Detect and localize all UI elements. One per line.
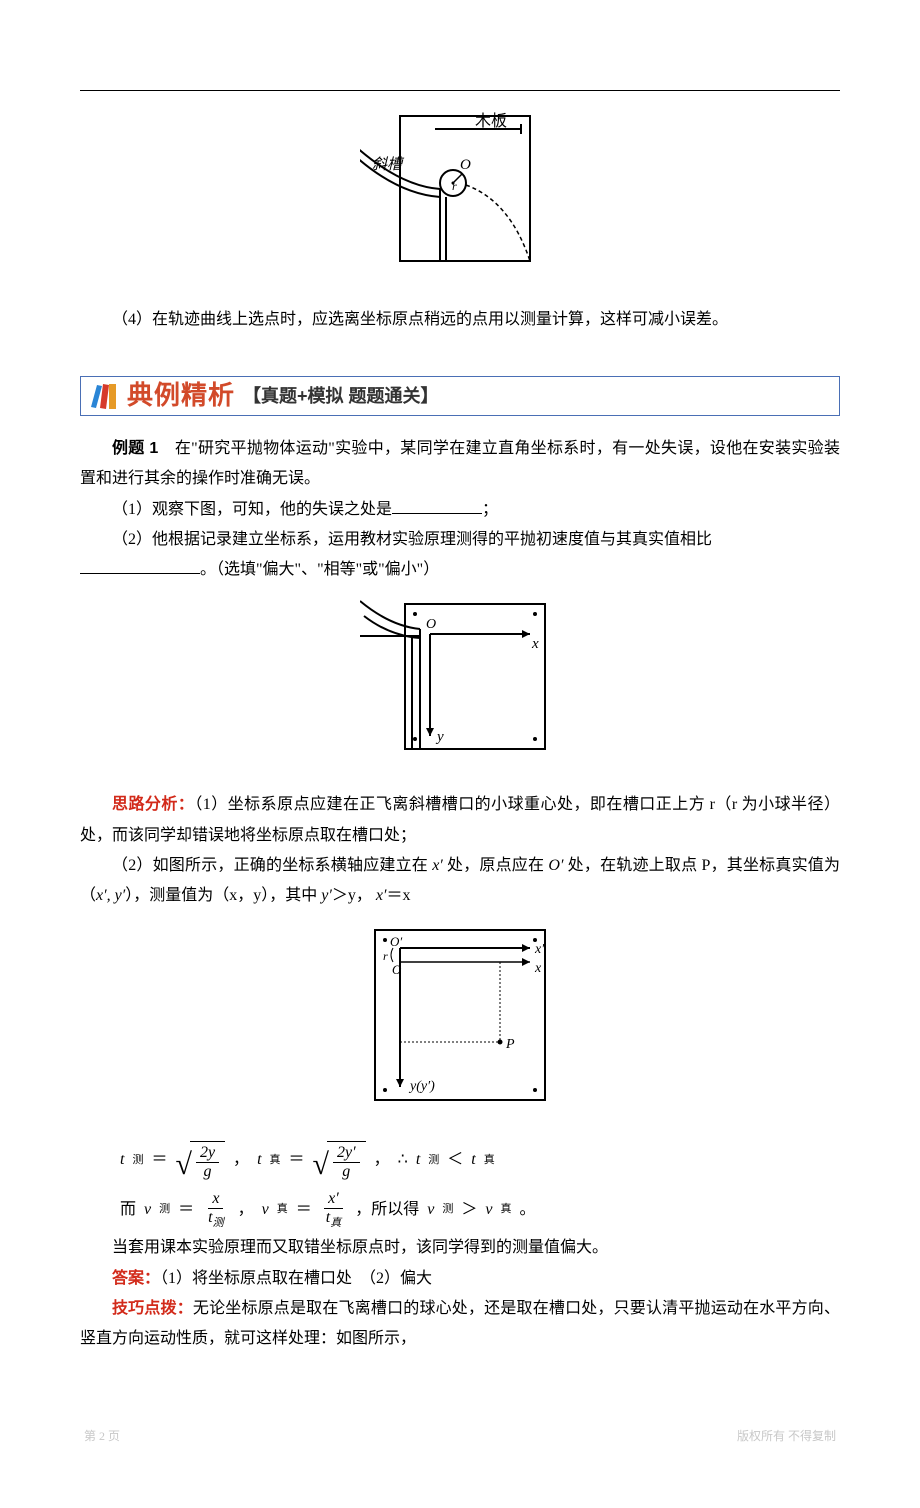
sub-meas-1: 测 (132, 1150, 143, 1171)
vsub2: 真 (277, 1199, 288, 1220)
therefore: ∴ (398, 1145, 408, 1175)
tip-text: 无论坐标原点是取在飞离槽口的球心处，还是取在槽口处，只要认清平抛运动在水平方向、… (80, 1300, 840, 1347)
sub-meas-2: 测 (428, 1150, 439, 1171)
comma3: ， (238, 1195, 254, 1225)
v4: v (485, 1195, 492, 1225)
tip-label: 技巧点拨： (112, 1300, 193, 1317)
comma2: ， (374, 1145, 390, 1175)
v1: v (144, 1195, 151, 1225)
comma1: ， (233, 1145, 249, 1175)
xy-prime: x′, y′ (96, 887, 125, 904)
answer-line: 答案：（1）将坐标原点取在槽口处 （2）偏大 (80, 1264, 840, 1294)
label-Oprime: O′ (390, 934, 402, 949)
ap2e: ＞y， (332, 887, 376, 904)
label-y: y (435, 729, 444, 745)
vsub3: 测 (442, 1199, 453, 1220)
answer-label: 答案： (112, 1270, 160, 1287)
label-P: P (505, 1037, 515, 1052)
analysis-p2: （2）如图所示，正确的坐标系横轴应建立在 x′ 处，原点应在 O′ 处，在轨迹上… (80, 851, 840, 912)
tail-b: 。 (519, 1195, 535, 1225)
example-label: 例题 1 (112, 440, 158, 457)
label-board: 木板 (475, 112, 507, 130)
eq2: ＝ (289, 1145, 305, 1175)
frac-v1: xt测 (204, 1190, 227, 1229)
analysis-label: 思路分析： (112, 796, 194, 813)
label-r: r (383, 949, 388, 963)
top-rule (80, 90, 840, 91)
banner-subtitle: 【真题+模拟 题题通关】 (243, 379, 439, 413)
t2: t (257, 1145, 261, 1175)
sqrt-1: √ 2yg (175, 1141, 225, 1180)
xprime-1: x′ (432, 857, 443, 874)
blank-2 (80, 558, 200, 574)
blank-1 (392, 498, 482, 514)
label-O: O (460, 157, 471, 173)
oprime-1: O′ (548, 857, 563, 874)
eq3: ＝ (178, 1195, 194, 1225)
q1-tail: ； (482, 501, 498, 518)
ap2f: ＝x (386, 887, 410, 904)
analysis-p1-text: （1）坐标系原点应建在正飞离斜槽槽口的小球重心处，即在槽口正上方 r（r 为小球… (80, 796, 840, 843)
example-intro: 例题 1 在"研究平抛物体运动"实验中，某同学在建立直角坐标系时，有一处失误，设… (80, 434, 840, 495)
section-banner: 典例精析 【真题+模拟 题题通关】 (80, 376, 840, 416)
paragraph-4: （4）在轨迹曲线上选点时，应选离坐标原点稍远的点用以测量计算，这样可减小误差。 (80, 305, 840, 335)
label-O: O (426, 617, 436, 632)
lead: 而 (120, 1195, 136, 1225)
page-footer: 第 2 页 版权所有 不得复制 (80, 1425, 840, 1448)
books-icon (87, 380, 123, 412)
vsub1: 测 (159, 1199, 170, 1220)
example-intro-text: 在"研究平抛物体运动"实验中，某同学在建立直角坐标系时，有一处失误，设他在安装实… (80, 440, 840, 487)
label-xprime: x′ (534, 942, 545, 957)
gt: ＞ (461, 1195, 477, 1225)
lt: ＜ (447, 1145, 463, 1175)
v2: v (262, 1195, 269, 1225)
yprime-2: y′ (321, 887, 332, 904)
xprime-2: x′ (376, 887, 387, 904)
question-1: （1）观察下图，可知，他的失误之处是 ； (80, 495, 840, 525)
figure-board-ramp: 木板 斜槽 O r (80, 111, 840, 287)
question-2-a: （2）他根据记录建立坐标系，运用教材实验原理测得的平抛初速度值与其真实值相比 (80, 525, 840, 555)
tail-a: ，所以得 (355, 1195, 419, 1225)
t3: t (416, 1145, 420, 1175)
ap2a: （2）如图所示，正确的坐标系横轴应建立在 (112, 857, 432, 874)
sub-real-1: 真 (270, 1150, 281, 1171)
equation-line-2: 而 v测 ＝ xt测 ， v真 ＝ x′t真 ，所以得 v测 ＞ v真 。 (120, 1190, 840, 1229)
sqrt-2: √ 2y′g (313, 1141, 366, 1180)
label-ramp: 斜槽 (372, 156, 405, 173)
figure-prime: O′ x′ r O x P y(y′) (80, 922, 840, 1123)
label-r: r (452, 179, 457, 193)
label-x: x (531, 636, 539, 652)
footer-right: 版权所有 不得复制 (737, 1425, 836, 1448)
q1-text: （1）观察下图，可知，他的失误之处是 (112, 501, 392, 518)
eq4: ＝ (296, 1195, 312, 1225)
sub-real-2: 真 (484, 1150, 495, 1171)
label-yy: y(y′) (408, 1079, 435, 1094)
footer-left: 第 2 页 (84, 1425, 120, 1448)
vsub4: 真 (500, 1199, 511, 1220)
question-2-b: 。（选填"偏大"、"相等"或"偏小"） (80, 555, 840, 585)
eq1: ＝ (151, 1145, 167, 1175)
label-x: x (534, 961, 542, 976)
q2-text-b: 。（选填"偏大"、"相等"或"偏小"） (200, 561, 439, 578)
answer-text: （1）将坐标原点取在槽口处 （2）偏大 (160, 1270, 432, 1287)
t1: t (120, 1145, 124, 1175)
figure-oxy: O x y (80, 596, 840, 772)
t4: t (471, 1145, 475, 1175)
tip-line: 技巧点拨：无论坐标原点是取在飞离槽口的球心处，还是取在槽口处，只要认清平抛运动在… (80, 1294, 840, 1355)
ap2b: 处，原点应在 (443, 857, 549, 874)
ap2d: ），测量值为（x，y），其中 (125, 887, 321, 904)
banner-title: 典例精析 (127, 376, 235, 416)
frac-v2: x′t真 (322, 1190, 345, 1229)
q2-text-a: （2）他根据记录建立坐标系，运用教材实验原理测得的平抛初速度值与其真实值相比 (112, 531, 712, 548)
v3: v (427, 1195, 434, 1225)
equation-line-1: t测 ＝ √ 2yg ， t真 ＝ √ 2y′g ， ∴ t测 ＜ t真 (120, 1141, 840, 1180)
conclusion: 当套用课本实验原理而又取错坐标原点时，该同学得到的测量值偏大。 (80, 1233, 840, 1263)
analysis-p1: 思路分析：（1）坐标系原点应建在正飞离斜槽槽口的小球重心处，即在槽口正上方 r（… (80, 790, 840, 851)
